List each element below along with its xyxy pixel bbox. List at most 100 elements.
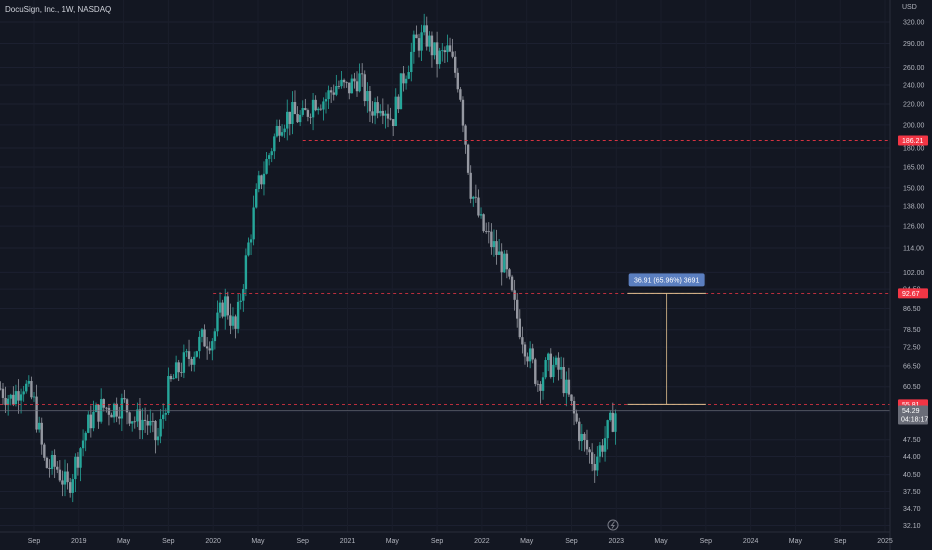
candle — [340, 70, 343, 89]
candle — [151, 412, 155, 433]
candle — [433, 42, 436, 60]
candle — [136, 402, 139, 428]
candle — [366, 82, 369, 113]
time-tick-label: May — [117, 538, 131, 545]
candle — [286, 99, 289, 141]
candle — [221, 299, 224, 319]
candle — [523, 341, 527, 365]
candle — [293, 90, 297, 115]
candle — [180, 362, 183, 377]
candle — [596, 446, 599, 477]
price-axis[interactable]: 32.1034.7037.5040.5044.0047.5054.0060.50… — [903, 20, 925, 531]
candle — [557, 352, 560, 381]
price-tick-label: 72.50 — [903, 345, 921, 352]
time-tick-label: 2023 — [608, 538, 624, 545]
candle — [283, 124, 286, 138]
candle — [123, 389, 126, 403]
candle — [451, 38, 454, 59]
candle — [547, 352, 550, 372]
candle — [159, 409, 162, 444]
candle — [565, 371, 568, 407]
candle — [309, 113, 312, 124]
time-axis[interactable]: Sep 2019 May Sep 2020 May Sep 2021 May Sep 2022 May… — [28, 538, 893, 545]
level-price-text: 186.21 — [902, 138, 924, 145]
current-price-badge — [898, 405, 928, 425]
candle — [428, 31, 431, 52]
candle — [562, 357, 565, 397]
candle — [381, 98, 385, 125]
candle — [567, 367, 571, 397]
candle — [469, 165, 472, 204]
time-tick-label: 2019 — [71, 538, 87, 545]
candle — [379, 104, 382, 117]
candle — [205, 337, 209, 360]
replay-icon[interactable] — [607, 519, 619, 531]
candle — [575, 409, 578, 424]
candle — [242, 284, 245, 312]
candle — [518, 309, 521, 340]
candle — [275, 119, 279, 138]
candle — [156, 428, 160, 446]
measure-tool[interactable]: 36.91 (65.96%) 3691 — [627, 273, 706, 405]
candle — [534, 357, 537, 387]
candle — [510, 274, 514, 292]
price-tick-label: 60.50 — [903, 384, 921, 391]
candle — [391, 118, 395, 137]
candle — [531, 343, 534, 364]
candle — [503, 250, 506, 274]
time-tick-label: Sep — [431, 538, 444, 545]
candle — [443, 46, 447, 63]
candle — [402, 66, 405, 92]
candle — [539, 381, 542, 404]
candle — [572, 396, 576, 426]
candle — [329, 87, 333, 103]
candle — [472, 195, 475, 207]
price-tick-label: 200.00 — [903, 122, 925, 129]
time-tick-label: Sep — [565, 538, 578, 545]
candle — [280, 124, 284, 138]
candle — [324, 92, 328, 114]
candle — [61, 470, 64, 497]
price-tick-label: 86.50 — [903, 306, 921, 313]
candle — [17, 379, 20, 414]
price-tick-label: 180.00 — [903, 145, 925, 152]
candle — [226, 291, 230, 320]
candle — [128, 411, 131, 427]
price-tick-label: 320.00 — [903, 20, 925, 27]
candle — [236, 294, 240, 334]
current-price-text: 54.29 — [902, 408, 920, 415]
time-tick-label: 2020 — [205, 538, 221, 545]
time-tick-label: May — [520, 538, 534, 545]
candle — [371, 101, 374, 124]
candle — [291, 91, 294, 135]
candle — [0, 381, 2, 391]
candle — [6, 394, 10, 416]
candle — [234, 314, 237, 339]
candle — [149, 409, 152, 433]
candle — [296, 106, 299, 123]
candle — [580, 424, 584, 451]
candle — [319, 104, 323, 111]
candle — [327, 85, 330, 110]
price-tick-label: 37.50 — [903, 489, 921, 496]
candle — [174, 355, 178, 379]
candle — [25, 380, 28, 394]
candle — [22, 385, 25, 402]
candle — [63, 459, 67, 497]
candle — [89, 405, 93, 438]
candle — [79, 447, 82, 482]
time-tick-label: 2025 — [877, 538, 893, 545]
price-tick-label: 102.00 — [903, 270, 925, 277]
candle — [435, 31, 439, 78]
candle — [249, 234, 253, 255]
candle — [102, 398, 105, 412]
candle — [384, 110, 387, 129]
candle — [278, 119, 281, 142]
candle — [430, 31, 434, 68]
price-tick-label: 165.00 — [903, 165, 925, 172]
candle — [528, 341, 532, 369]
candle — [301, 100, 304, 117]
candle — [441, 43, 444, 62]
